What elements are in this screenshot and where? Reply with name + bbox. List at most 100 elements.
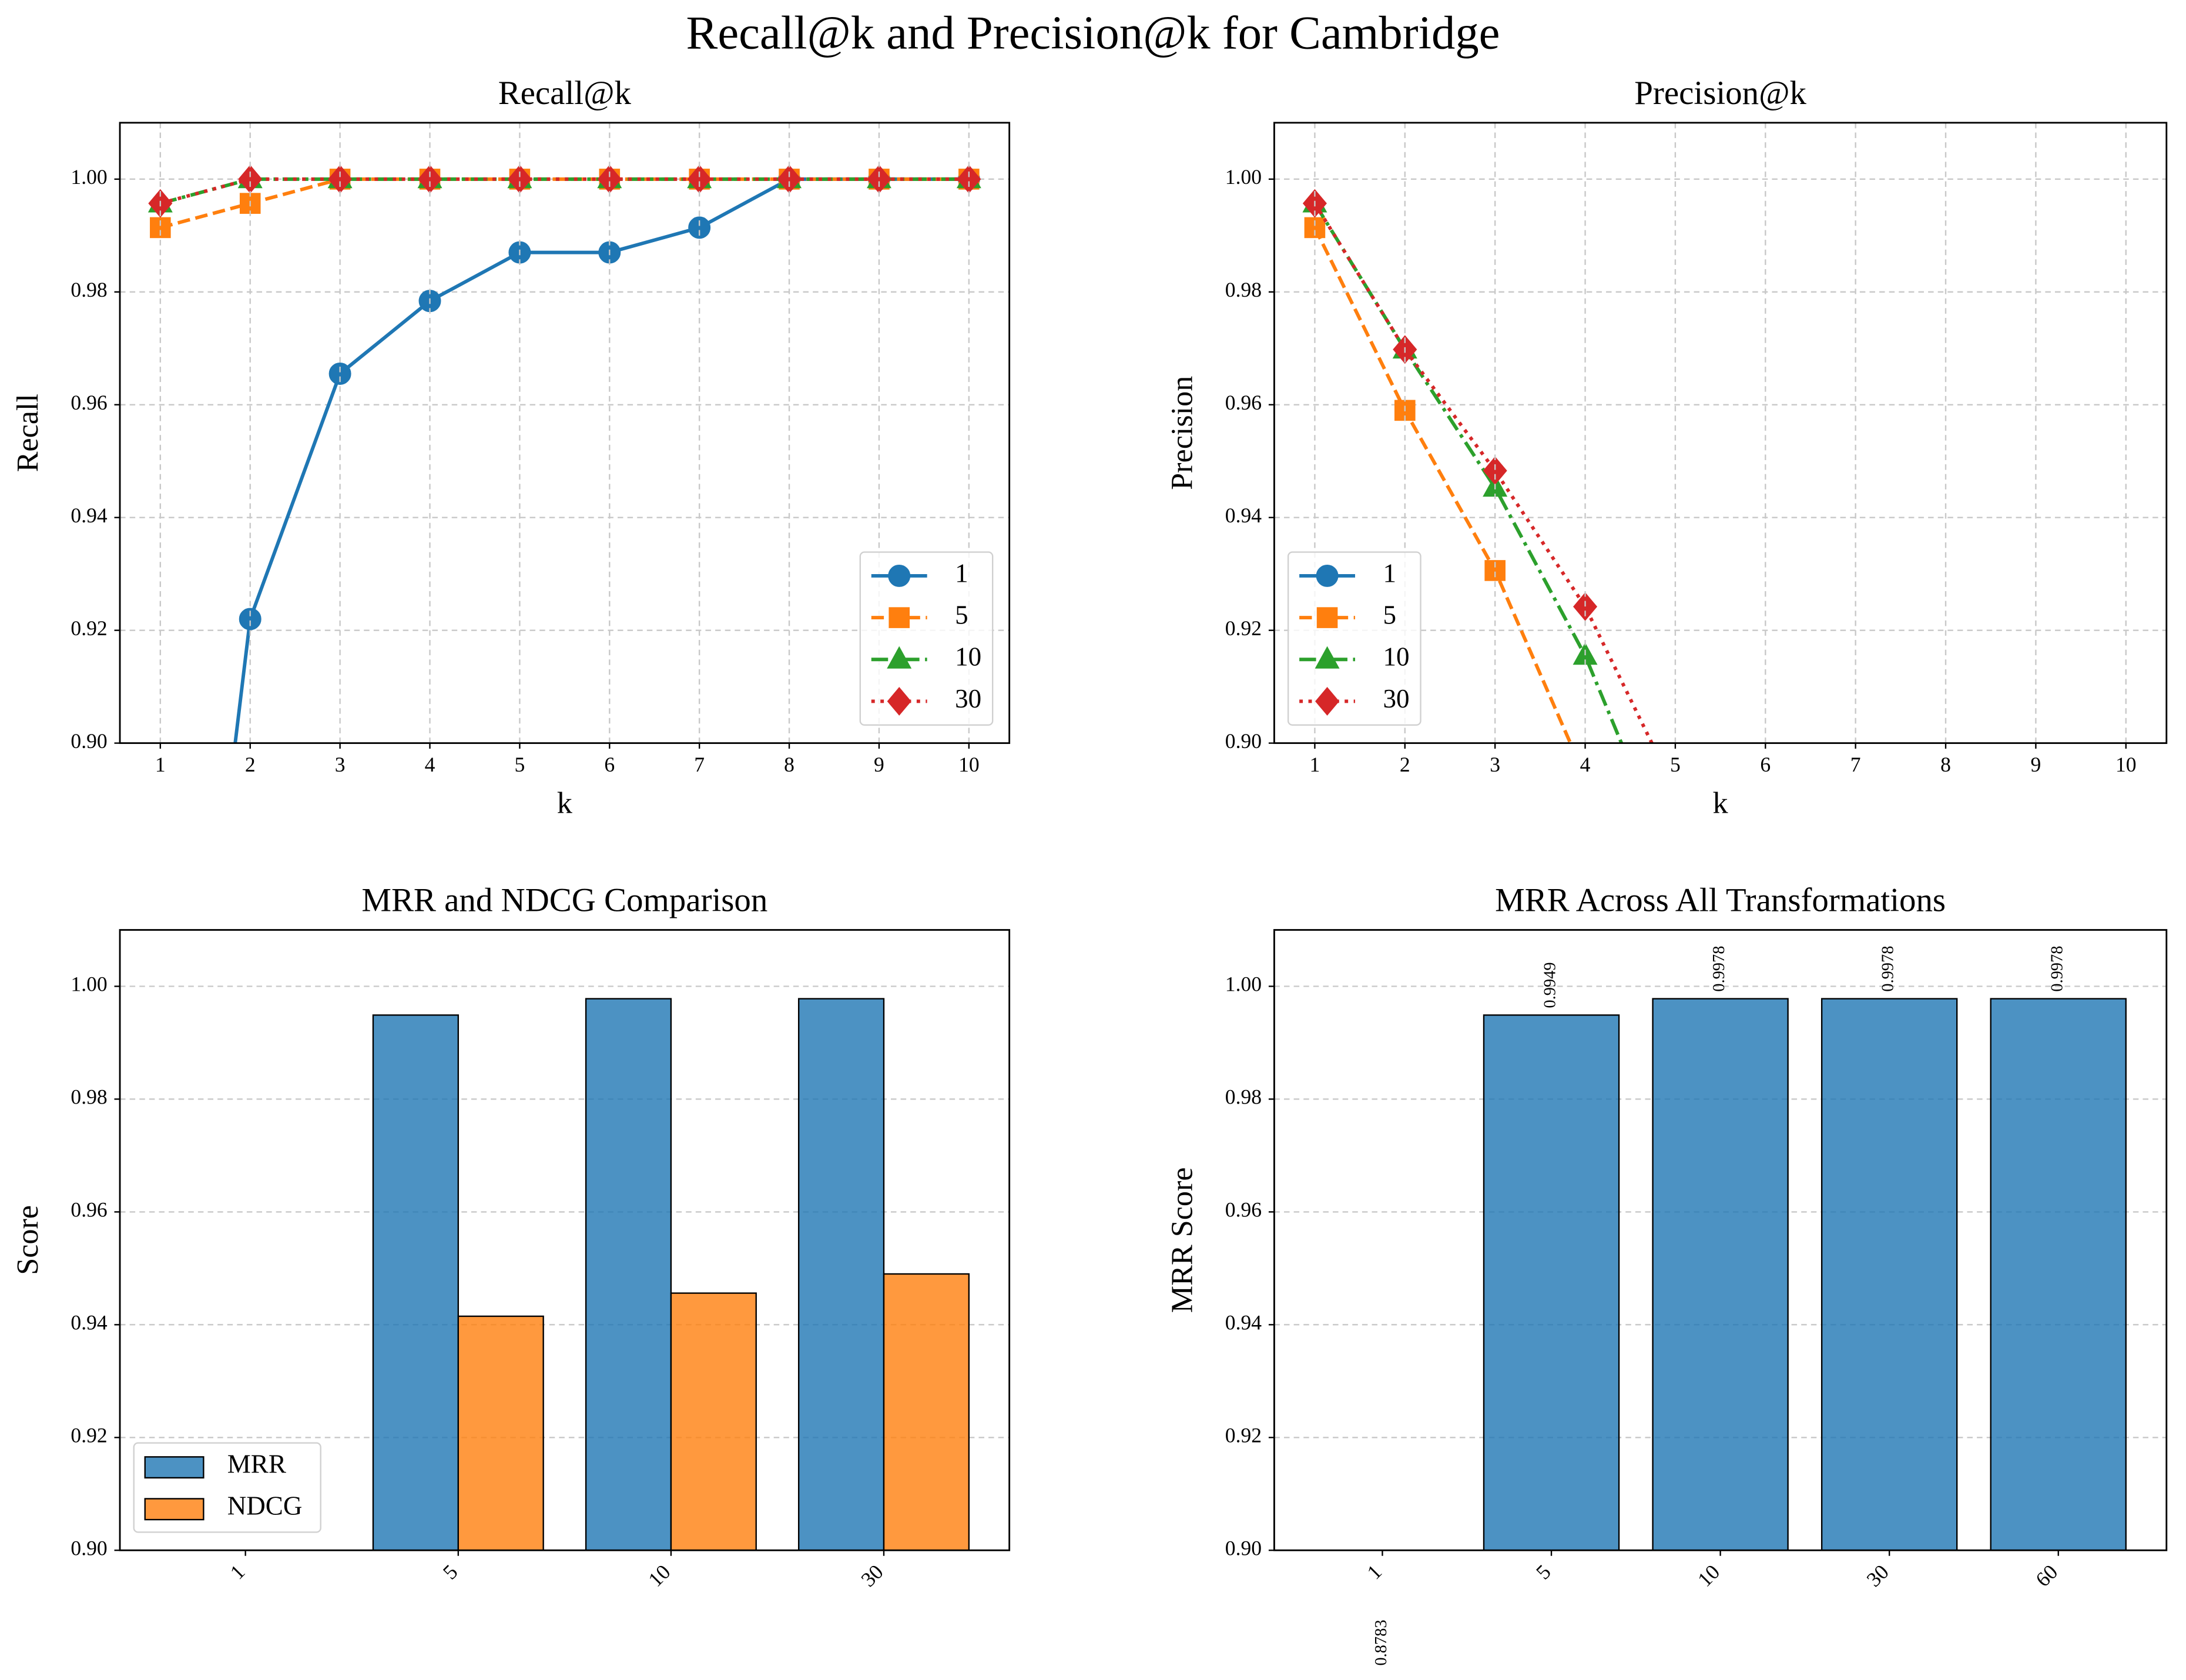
x-tick-label: 3	[335, 753, 346, 776]
legend-label: NDCG	[227, 1491, 303, 1520]
marker	[328, 362, 351, 385]
y-tick-label: 0.90	[71, 1536, 107, 1560]
bar	[1652, 998, 1789, 1551]
series-line	[1313, 202, 1654, 743]
y-tick-label: 0.98	[1225, 278, 1262, 301]
y-tick-label: 1.00	[71, 165, 107, 189]
series-line	[160, 177, 969, 230]
x-tick-label: 5	[1670, 753, 1681, 776]
axes-title: MRR and NDCG Comparison	[361, 882, 767, 919]
y-tick-label: 0.90	[71, 729, 107, 753]
x-tick-label: 1	[155, 753, 166, 776]
data-label: 0.9978	[1879, 946, 1897, 992]
data-label: 0.8783	[1372, 1619, 1390, 1665]
legend-patch	[144, 1498, 204, 1521]
x-tick-label: 10	[2115, 753, 2137, 776]
legend-box	[859, 551, 994, 726]
legend-label: 30	[1383, 684, 1409, 713]
x-tick-label: 8	[1940, 753, 1951, 776]
x-tick-label: 2	[245, 753, 256, 776]
legend-label: 1	[955, 558, 968, 588]
legend-marker	[1315, 646, 1340, 669]
legend-marker	[1316, 564, 1339, 587]
legend-label: 10	[955, 642, 981, 672]
legend-label: 5	[1383, 600, 1396, 629]
plot-area	[1314, 998, 2127, 1551]
legend-label: 1	[1383, 558, 1396, 588]
y-tick-label: 0.98	[1225, 1085, 1262, 1109]
bar	[883, 1273, 970, 1551]
bar	[1990, 998, 2127, 1551]
legend-marker	[887, 687, 911, 716]
axes-title: Precision@k	[1634, 75, 1806, 112]
x-tick-label: 3	[1490, 753, 1500, 776]
legend-label: 10	[1383, 642, 1409, 672]
x-tick-label: 9	[874, 753, 884, 776]
x-tick-label: 9	[2031, 753, 2041, 776]
bar	[1483, 1014, 1620, 1551]
y-axis-label: Recall	[11, 394, 45, 472]
bar	[457, 1315, 544, 1551]
y-tick-label: 0.94	[1225, 1311, 1262, 1334]
axes-frame	[119, 929, 1011, 1551]
x-axis-label: k	[1713, 786, 1729, 820]
bar	[372, 1014, 459, 1551]
series-line	[1313, 227, 1573, 743]
marker	[688, 216, 711, 239]
legend-marker	[888, 564, 911, 587]
x-tick-label: 5	[514, 753, 525, 776]
plot-area	[1302, 189, 1654, 743]
x-tick-label: 4	[1580, 753, 1591, 776]
x-tick-label: 6	[1760, 753, 1771, 776]
y-tick-label: 1.00	[1225, 973, 1262, 996]
x-tick-label: 4	[425, 753, 435, 776]
marker	[239, 608, 261, 631]
axes-frame	[119, 122, 1011, 745]
legend-label: 30	[955, 684, 981, 713]
y-tick-label: 0.92	[71, 1423, 107, 1447]
figure-title: Recall@k and Precision@k for Cambridge	[686, 7, 1500, 59]
y-tick-label: 1.00	[1225, 165, 1262, 189]
y-tick-label: 0.92	[71, 616, 107, 640]
y-tick-label: 0.94	[71, 1311, 107, 1334]
y-tick-label: 0.96	[1225, 1198, 1262, 1222]
x-tick-label: 7	[694, 753, 705, 776]
legend-label: MRR	[227, 1449, 286, 1478]
bar	[797, 998, 885, 1551]
y-tick-label: 0.96	[71, 1198, 107, 1222]
bar	[585, 998, 672, 1551]
plot-area	[159, 998, 970, 1551]
y-tick-label: 0.98	[71, 278, 107, 301]
axes-title: MRR Across All Transformations	[1495, 882, 1946, 919]
y-tick-label: 1.00	[71, 973, 107, 996]
axes-frame	[1273, 122, 2168, 745]
legend-label: 5	[955, 600, 968, 629]
legend-marker	[1316, 607, 1338, 628]
x-tick-label: 10	[958, 753, 980, 776]
y-axis-label: Score	[11, 1205, 45, 1275]
data-label: 0.9949	[1541, 962, 1560, 1008]
bar	[670, 1292, 757, 1551]
series-line	[160, 177, 969, 205]
axes-title: Recall@k	[498, 75, 632, 112]
y-tick-label: 0.96	[1225, 391, 1262, 414]
y-tick-label: 0.98	[71, 1085, 107, 1109]
data-label: 0.9978	[1710, 946, 1728, 992]
legend-box	[1287, 551, 1421, 726]
x-axis-label: k	[557, 786, 573, 820]
y-tick-label: 0.90	[1225, 729, 1262, 753]
y-tick-label: 0.96	[71, 391, 107, 414]
axes-frame	[1273, 929, 2168, 1551]
x-tick-label: 2	[1400, 753, 1410, 776]
legend-marker	[1315, 687, 1340, 716]
y-tick-label: 0.94	[71, 504, 107, 527]
y-tick-label: 0.92	[1225, 1423, 1262, 1447]
bar	[1820, 998, 1958, 1551]
legend-marker	[889, 607, 910, 628]
legend-marker	[887, 646, 912, 669]
data-label: 0.9978	[2048, 946, 2066, 992]
x-tick-label: 6	[604, 753, 615, 776]
y-tick-label: 0.90	[1225, 1536, 1262, 1560]
x-tick-label: 8	[784, 753, 794, 776]
